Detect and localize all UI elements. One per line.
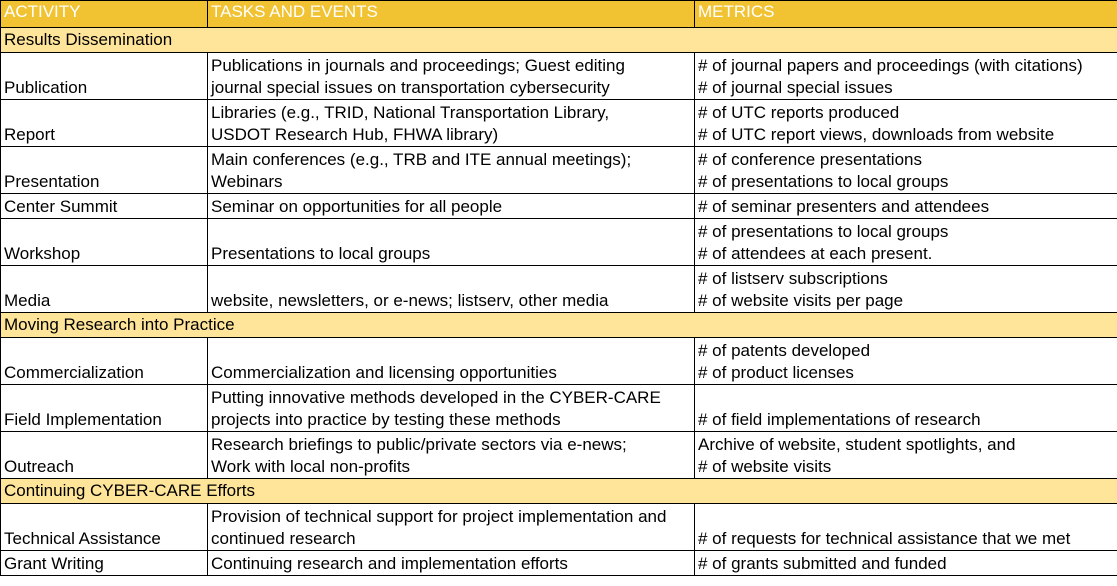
table-row: Outreach Research briefings to public/pr… <box>0 431 1117 479</box>
cell-line: # of presentations to local groups <box>698 222 949 241</box>
cell-line: Publications in journals and proceedings… <box>211 56 625 75</box>
activity-cell[interactable]: Grant Writing <box>0 550 208 576</box>
cell-line: Provision of technical support for proje… <box>211 507 667 526</box>
tasks-cell[interactable]: website, newsletters, or e-news; listser… <box>207 265 695 313</box>
cell-line: Work with local non-profits <box>211 457 411 476</box>
activity-cell[interactable]: Presentation <box>0 146 208 194</box>
cell-line: # of UTC reports produced <box>698 103 900 122</box>
metrics-cell[interactable]: # of UTC reports produced # of UTC report… <box>694 99 1117 147</box>
cell-line: # of website visits per page <box>698 291 904 310</box>
table-row: Center Summit Seminar on opportunities f… <box>0 193 1117 219</box>
table-row: Technical Assistance Provision of techni… <box>0 503 1117 551</box>
cell-line: Seminar on opportunities for all people <box>211 197 503 216</box>
header-metrics[interactable]: METRICS <box>694 0 1117 28</box>
activity-cell[interactable]: Report <box>0 99 208 147</box>
tasks-cell[interactable]: Libraries (e.g., TRID, National Transpor… <box>207 99 695 147</box>
tasks-cell[interactable]: Publications in journals and proceedings… <box>207 52 695 100</box>
tasks-cell[interactable]: Provision of technical support for proje… <box>207 503 695 551</box>
metrics-cell[interactable]: # of patents developed # of product licen… <box>694 337 1117 385</box>
tasks-cell[interactable]: Research briefings to public/private sec… <box>207 431 695 479</box>
metrics-cell[interactable]: # of journal papers and proceedings (wit… <box>694 52 1117 100</box>
metrics-cell[interactable]: # of field implementations of research <box>694 384 1117 432</box>
activity-cell[interactable]: Outreach <box>0 431 208 479</box>
cell-line: Presentations to local groups <box>211 244 431 263</box>
table-row: Publication Publications in journals and… <box>0 52 1117 100</box>
section-title[interactable]: Continuing CYBER-CARE Efforts <box>0 478 1117 504</box>
cell-line: Webinars <box>211 172 283 191</box>
cell-line: # of seminar presenters and attendees <box>698 197 990 216</box>
cell-line: Commercialization and licensing opportun… <box>211 363 557 382</box>
tasks-cell[interactable]: Continuing research and implementation e… <box>207 550 695 576</box>
metrics-cell[interactable]: # of grants submitted and funded <box>694 550 1117 576</box>
cell-line: # of grants submitted and funded <box>698 554 947 573</box>
cell-line: Continuing research and implementation e… <box>211 554 568 573</box>
activity-cell[interactable]: Commercialization <box>0 337 208 385</box>
metrics-cell[interactable]: # of seminar presenters and attendees <box>694 193 1117 219</box>
metrics-cell[interactable]: Archive of website, student spotlights, … <box>694 431 1117 479</box>
cell-line: # of presentations to local groups <box>698 172 949 191</box>
cell-line: # of product licenses <box>698 363 854 382</box>
metrics-cell[interactable]: # of listserv subscriptions # of website … <box>694 265 1117 313</box>
section-title[interactable]: Results Dissemination <box>0 27 1117 53</box>
tasks-cell[interactable]: Main conferences (e.g., TRB and ITE annu… <box>207 146 695 194</box>
activity-cell[interactable]: Technical Assistance <box>0 503 208 551</box>
activity-cell[interactable]: Center Summit <box>0 193 208 219</box>
cell-line: # of listserv subscriptions <box>698 269 888 288</box>
cell-line: # of website visits <box>698 457 832 476</box>
cell-line: website, newsletters, or e-news; listser… <box>211 291 609 310</box>
activity-cell[interactable]: Field Implementation <box>0 384 208 432</box>
cell-line: Putting innovative methods developed in … <box>211 388 661 407</box>
table-row: Field Implementation Putting innovative … <box>0 384 1117 432</box>
metrics-cell[interactable]: # of presentations to local groups # of a… <box>694 218 1117 266</box>
cell-line: # of patents developed <box>698 341 871 360</box>
cell-line: # of UTC report views, downloads from we… <box>698 125 1055 144</box>
cell-line: Main conferences (e.g., TRB and ITE annu… <box>211 150 632 169</box>
cell-line: USDOT Research Hub, FHWA library) <box>211 125 499 144</box>
table-row: Presentation Main conferences (e.g., TRB… <box>0 146 1117 194</box>
tasks-cell[interactable]: Putting innovative methods developed in … <box>207 384 695 432</box>
cell-line: Archive of website, student spotlights, … <box>698 435 1016 454</box>
cell-line: projects into practice by testing these … <box>211 410 561 429</box>
tasks-cell[interactable]: Seminar on opportunities for all people <box>207 193 695 219</box>
table-row: Media website, newsletters, or e-news; l… <box>0 265 1117 313</box>
cell-line: journal special issues on transportation… <box>211 78 610 97</box>
activity-cell[interactable]: Workshop <box>0 218 208 266</box>
cell-line: # of requests for technical assistance t… <box>698 529 1071 548</box>
activity-cell[interactable]: Media <box>0 265 208 313</box>
activity-cell[interactable]: Publication <box>0 52 208 100</box>
metrics-cell[interactable]: # of requests for technical assistance t… <box>694 503 1117 551</box>
table-row: Grant Writing Continuing research and im… <box>0 550 1117 576</box>
table-row: Commercialization Commercialization and … <box>0 337 1117 385</box>
cell-line: # of attendees at each present. <box>698 244 933 263</box>
cell-line: # of conference presentations <box>698 150 922 169</box>
cell-line: Research briefings to public/private sec… <box>211 435 627 454</box>
table-row: Report Libraries (e.g., TRID, National T… <box>0 99 1117 147</box>
header-tasks[interactable]: TASKS AND EVENTS <box>207 0 695 28</box>
tasks-cell[interactable]: Presentations to local groups <box>207 218 695 266</box>
cell-line: # of journal special issues <box>698 78 893 97</box>
cell-line: continued research <box>211 529 356 548</box>
header-activity[interactable]: ACTIVITY <box>0 0 208 28</box>
cell-line: # of field implementations of research <box>698 410 981 429</box>
cell-line: Libraries (e.g., TRID, National Transpor… <box>211 103 610 122</box>
cell-line: # of journal papers and proceedings (wit… <box>698 56 1083 75</box>
metrics-cell[interactable]: # of conference presentations # of presen… <box>694 146 1117 194</box>
section-title[interactable]: Moving Research into Practice <box>0 312 1117 338</box>
table-row: Workshop Presentations to local groups #… <box>0 218 1117 266</box>
tasks-cell[interactable]: Commercialization and licensing opportun… <box>207 337 695 385</box>
